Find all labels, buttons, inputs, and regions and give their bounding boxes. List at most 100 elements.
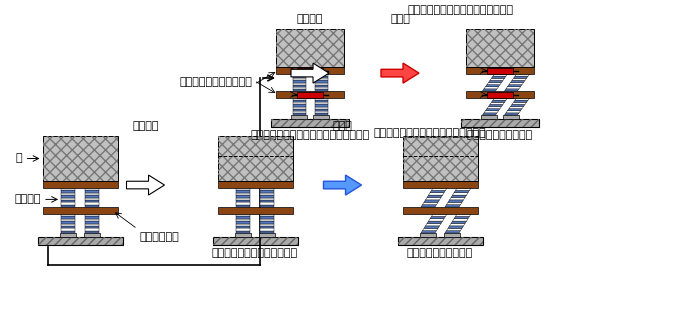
Polygon shape <box>487 83 502 84</box>
Bar <box>218 207 292 214</box>
Bar <box>314 111 328 113</box>
Bar <box>85 188 99 190</box>
Polygon shape <box>445 231 460 233</box>
Polygon shape <box>454 216 469 219</box>
Bar <box>276 91 344 98</box>
Polygon shape <box>505 113 519 115</box>
Bar <box>314 108 328 111</box>
Bar <box>292 80 305 83</box>
Bar <box>466 29 534 67</box>
Bar <box>42 207 118 214</box>
Polygon shape <box>449 223 465 226</box>
Bar <box>61 195 75 197</box>
Polygon shape <box>487 107 502 108</box>
Bar <box>297 68 323 74</box>
Bar <box>292 78 305 80</box>
Polygon shape <box>428 219 444 221</box>
Polygon shape <box>422 202 438 204</box>
Polygon shape <box>451 221 466 223</box>
Bar <box>314 89 328 91</box>
Bar <box>260 226 274 228</box>
Text: 錘質量の増大による長周期化: 錘質量の増大による長周期化 <box>212 248 298 258</box>
Polygon shape <box>488 104 503 107</box>
Bar <box>481 115 497 119</box>
Polygon shape <box>430 216 445 219</box>
Polygon shape <box>456 214 471 216</box>
Bar <box>84 233 100 237</box>
Bar <box>403 207 477 214</box>
Bar <box>259 233 275 237</box>
Polygon shape <box>456 188 471 190</box>
Bar <box>314 113 328 115</box>
Bar <box>398 237 483 245</box>
Polygon shape <box>486 84 500 87</box>
Bar <box>85 193 99 195</box>
Bar <box>466 29 534 67</box>
Bar <box>61 190 75 193</box>
Polygon shape <box>511 80 525 83</box>
Bar <box>236 214 250 216</box>
Bar <box>236 226 250 228</box>
Bar <box>37 237 122 245</box>
Polygon shape <box>492 76 506 78</box>
Polygon shape <box>426 197 441 200</box>
Bar <box>236 193 250 195</box>
Bar <box>398 237 483 245</box>
Bar <box>236 228 250 231</box>
Bar <box>260 216 274 219</box>
Bar <box>291 115 307 119</box>
Bar <box>85 231 99 233</box>
Bar <box>61 200 75 202</box>
Bar <box>61 219 75 221</box>
Text: 地震時: 地震時 <box>333 121 352 131</box>
Bar <box>85 197 99 200</box>
Polygon shape <box>492 100 506 102</box>
Bar <box>461 119 539 127</box>
Bar <box>420 233 436 237</box>
Bar <box>461 119 539 127</box>
Bar <box>314 84 328 87</box>
Bar <box>236 221 250 223</box>
Polygon shape <box>512 102 526 104</box>
Polygon shape <box>422 228 438 231</box>
Polygon shape <box>452 193 468 195</box>
Polygon shape <box>507 108 522 111</box>
Bar <box>218 136 292 181</box>
Polygon shape <box>509 107 524 108</box>
Polygon shape <box>451 195 466 197</box>
Bar <box>260 231 274 233</box>
Bar <box>466 91 534 98</box>
Polygon shape <box>421 231 437 233</box>
Bar <box>403 136 477 181</box>
Polygon shape <box>490 78 505 80</box>
Bar <box>61 202 75 204</box>
Bar <box>503 115 519 119</box>
Polygon shape <box>483 113 497 115</box>
Bar <box>314 107 328 108</box>
Bar <box>85 223 99 226</box>
Polygon shape <box>452 219 468 221</box>
Bar <box>260 200 274 202</box>
Bar <box>314 104 328 107</box>
Bar <box>292 102 305 104</box>
Bar <box>236 197 250 200</box>
Bar <box>218 181 292 188</box>
Polygon shape <box>428 193 444 195</box>
Bar <box>85 226 99 228</box>
Polygon shape <box>424 200 439 202</box>
Bar <box>292 74 305 76</box>
Bar <box>403 136 477 181</box>
Bar <box>212 237 298 245</box>
Bar <box>236 200 250 202</box>
Bar <box>61 228 75 231</box>
Bar <box>314 74 328 76</box>
Bar <box>314 87 328 89</box>
Text: ダイナミックスクリュー: ダイナミックスクリュー <box>179 77 252 87</box>
Polygon shape <box>515 74 530 76</box>
Bar <box>85 221 99 223</box>
Bar <box>260 214 274 216</box>
Polygon shape <box>512 78 526 80</box>
Polygon shape <box>513 100 528 102</box>
Polygon shape <box>426 223 441 226</box>
Bar <box>313 115 329 119</box>
